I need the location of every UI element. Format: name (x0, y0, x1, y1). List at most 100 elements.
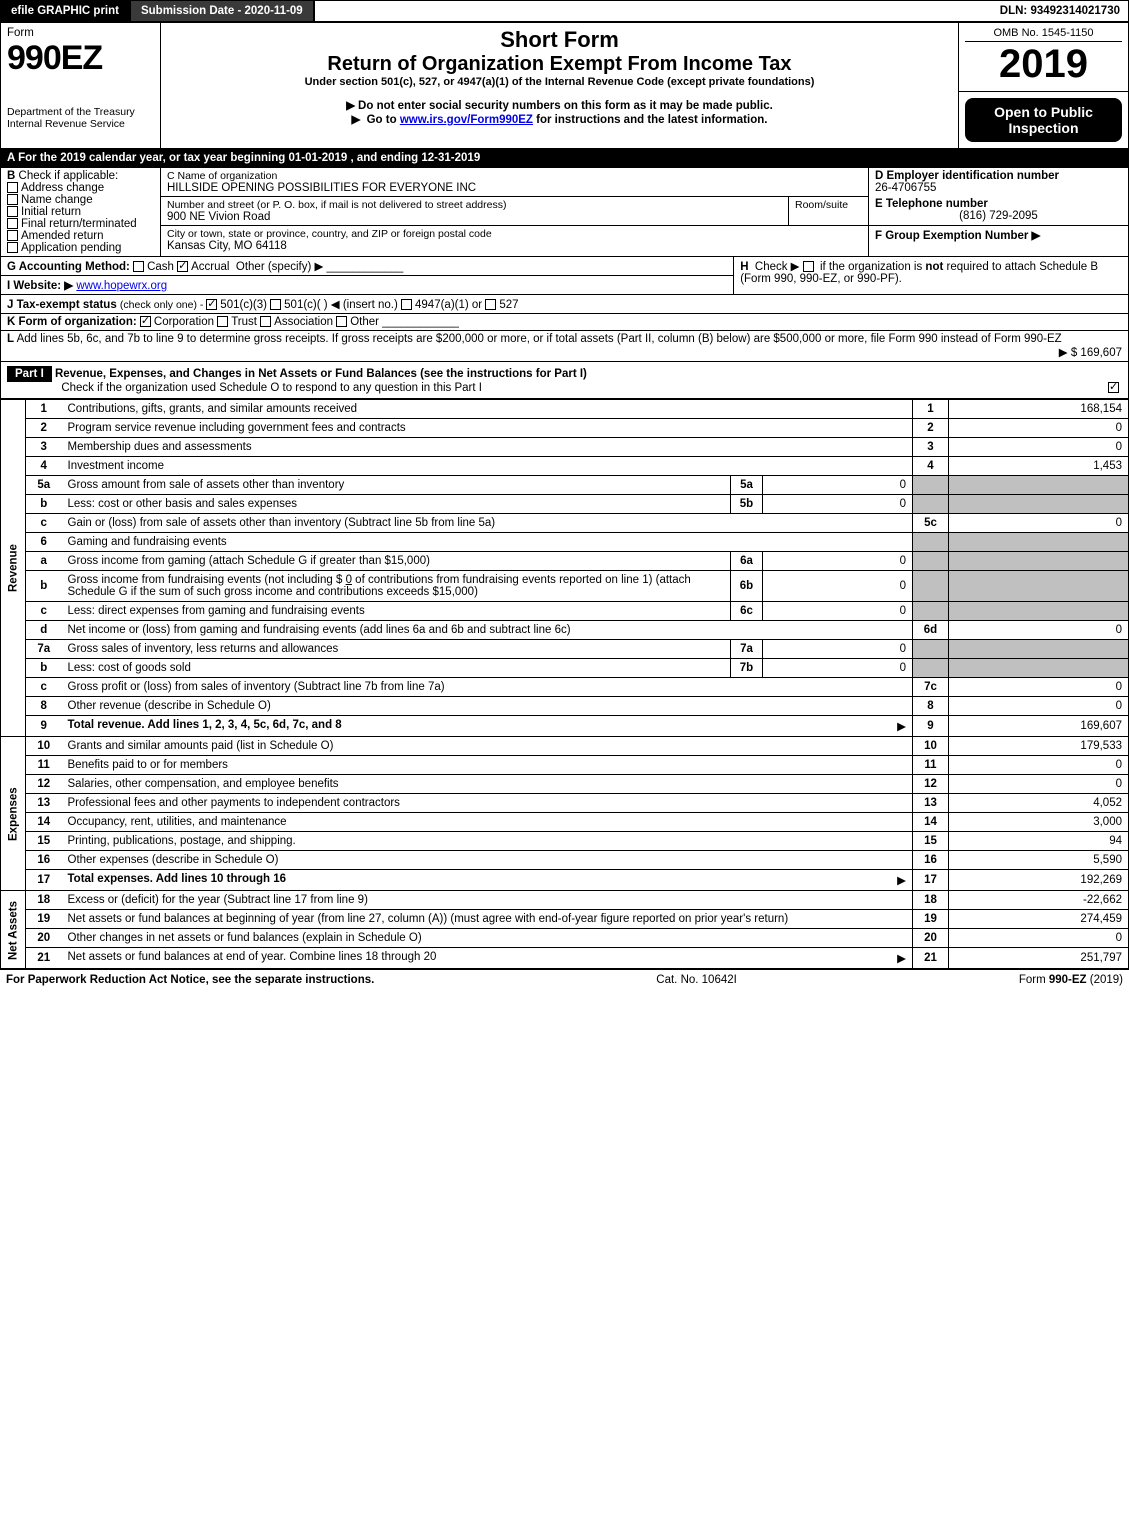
row-6c-num: c (26, 602, 62, 621)
footer-cat: Cat. No. 10642I (656, 974, 737, 986)
row-5b-desc: Less: cost or other basis and sales expe… (68, 498, 298, 510)
entity-info-table: B Check if applicable: Address change Na… (0, 167, 1129, 257)
row-11-num: 11 (26, 756, 62, 775)
row-15-ln: 15 (913, 832, 949, 851)
row-11-amt: 0 (949, 756, 1129, 775)
checkbox-name-change[interactable] (7, 194, 18, 205)
tax-year: 2019 (965, 42, 1122, 87)
efile-button[interactable]: efile GRAPHIC print (1, 1, 131, 21)
box-c-name: C Name of organization HILLSIDE OPENING … (161, 168, 869, 197)
checkbox-501c[interactable] (270, 299, 281, 310)
checkbox-application-pending[interactable] (7, 242, 18, 253)
opt-final-return: Final return/terminated (21, 218, 137, 230)
checkbox-address-change[interactable] (7, 182, 18, 193)
row-5a-subval: 0 (763, 476, 913, 495)
h-label: H (740, 261, 748, 273)
row-18-num: 18 (26, 891, 62, 910)
netassets-label: Net Assets (1, 891, 26, 969)
checkbox-assoc[interactable] (260, 316, 271, 327)
opt-assoc: Association (274, 316, 333, 328)
h-text2: if the organization is (820, 261, 925, 273)
row-8-amt: 0 (949, 697, 1129, 716)
checkbox-corp[interactable] (140, 316, 151, 327)
opt-other-org: Other (350, 316, 379, 328)
j-label: J Tax-exempt status (7, 299, 117, 311)
row-6b-sub: 6b (731, 571, 763, 602)
row-20-ln: 20 (913, 929, 949, 948)
row-20-desc: Other changes in net assets or fund bala… (68, 932, 422, 944)
row-4-ln: 4 (913, 457, 949, 476)
g-h-row: G Accounting Method: Cash Accrual Other … (0, 257, 1129, 295)
row-6b-zero: 0 (346, 574, 352, 586)
row-9-num: 9 (26, 716, 62, 737)
row-15-num: 15 (26, 832, 62, 851)
street-value: 900 NE Vivion Road (167, 211, 782, 223)
checkbox-527[interactable] (485, 299, 496, 310)
checkbox-part1-schedule-o[interactable] (1108, 382, 1119, 393)
row-5a-shade1 (913, 476, 949, 495)
expenses-label: Expenses (1, 737, 26, 891)
box-j: J Tax-exempt status (check only one) - 5… (1, 295, 1129, 314)
part1-check: Check if the organization used Schedule … (61, 382, 482, 394)
org-name: HILLSIDE OPENING POSSIBILITIES FOR EVERY… (167, 182, 862, 194)
row-18-desc: Excess or (deficit) for the year (Subtra… (68, 894, 368, 906)
row-9-ln: 9 (913, 716, 949, 737)
row-6b-subval: 0 (763, 571, 913, 602)
checkbox-trust[interactable] (217, 316, 228, 327)
period-text: For the 2019 calendar year, or tax year … (18, 152, 480, 164)
row-21-desc: Net assets or fund balances at end of ye… (68, 951, 437, 963)
row-5b-subval: 0 (763, 495, 913, 514)
row-7c-desc: Gross profit or (loss) from sales of inv… (68, 681, 445, 693)
h-check: Check ▶ (755, 261, 803, 273)
row-6b-shade2 (949, 571, 1129, 602)
row-16-num: 16 (26, 851, 62, 870)
checkbox-final-return[interactable] (7, 218, 18, 229)
row-5b-shade2 (949, 495, 1129, 514)
form-number: 990EZ (7, 39, 154, 78)
checkbox-h[interactable] (803, 261, 814, 272)
checkbox-amended-return[interactable] (7, 230, 18, 241)
opt-amended-return: Amended return (21, 230, 103, 242)
checkbox-other-org[interactable] (336, 316, 347, 327)
row-17-ln: 17 (913, 870, 949, 891)
row-6c-desc: Less: direct expenses from gaming and fu… (68, 605, 365, 617)
row-2-num: 2 (26, 419, 62, 438)
d-label: D Employer identification number (875, 170, 1122, 182)
row-18-amt: -22,662 (949, 891, 1129, 910)
checkbox-501c3[interactable] (206, 299, 217, 310)
row-6-num: 6 (26, 533, 62, 552)
form-label: Form (7, 27, 154, 39)
row-12-amt: 0 (949, 775, 1129, 794)
irs-link[interactable]: www.irs.gov/Form990EZ (400, 114, 533, 126)
row-8-num: 8 (26, 697, 62, 716)
footer-notice: For Paperwork Reduction Act Notice, see … (6, 974, 374, 986)
row-3-amt: 0 (949, 438, 1129, 457)
checkbox-initial-return[interactable] (7, 206, 18, 217)
checkbox-cash[interactable] (133, 261, 144, 272)
box-c-street: Number and street (or P. O. box, if mail… (161, 197, 789, 226)
row-6c-shade1 (913, 602, 949, 621)
l-text: Add lines 5b, 6c, and 7b to line 9 to de… (17, 333, 1062, 345)
row-5c-num: c (26, 514, 62, 533)
room-label: Room/suite (795, 199, 862, 211)
open-to-public: Open to Public Inspection (965, 98, 1122, 142)
row-14-desc: Occupancy, rent, utilities, and maintena… (68, 816, 287, 828)
room-suite: Room/suite (789, 197, 869, 226)
website-link[interactable]: www.hopewrx.org (76, 280, 167, 292)
checkbox-accrual[interactable] (177, 261, 188, 272)
submission-date-button[interactable]: Submission Date - 2020-11-09 (131, 1, 315, 21)
checkbox-4947[interactable] (401, 299, 412, 310)
row-6-shade1 (913, 533, 949, 552)
row-5c-amt: 0 (949, 514, 1129, 533)
return-title: Return of Organization Exempt From Incom… (167, 53, 952, 76)
row-2-desc: Program service revenue including govern… (68, 422, 406, 434)
box-b: B Check if applicable: Address change Na… (1, 168, 161, 257)
g-label: G Accounting Method: (7, 261, 130, 273)
omb-number: OMB No. 1545-1150 (965, 27, 1122, 42)
opt-other-specify: Other (specify) ▶ (236, 261, 323, 273)
row-7b-sub: 7b (731, 659, 763, 678)
row-6a-num: a (26, 552, 62, 571)
k-label: K Form of organization: (7, 316, 137, 328)
part1-label: Part I (7, 366, 52, 382)
row-7a-desc: Gross sales of inventory, less returns a… (68, 643, 339, 655)
